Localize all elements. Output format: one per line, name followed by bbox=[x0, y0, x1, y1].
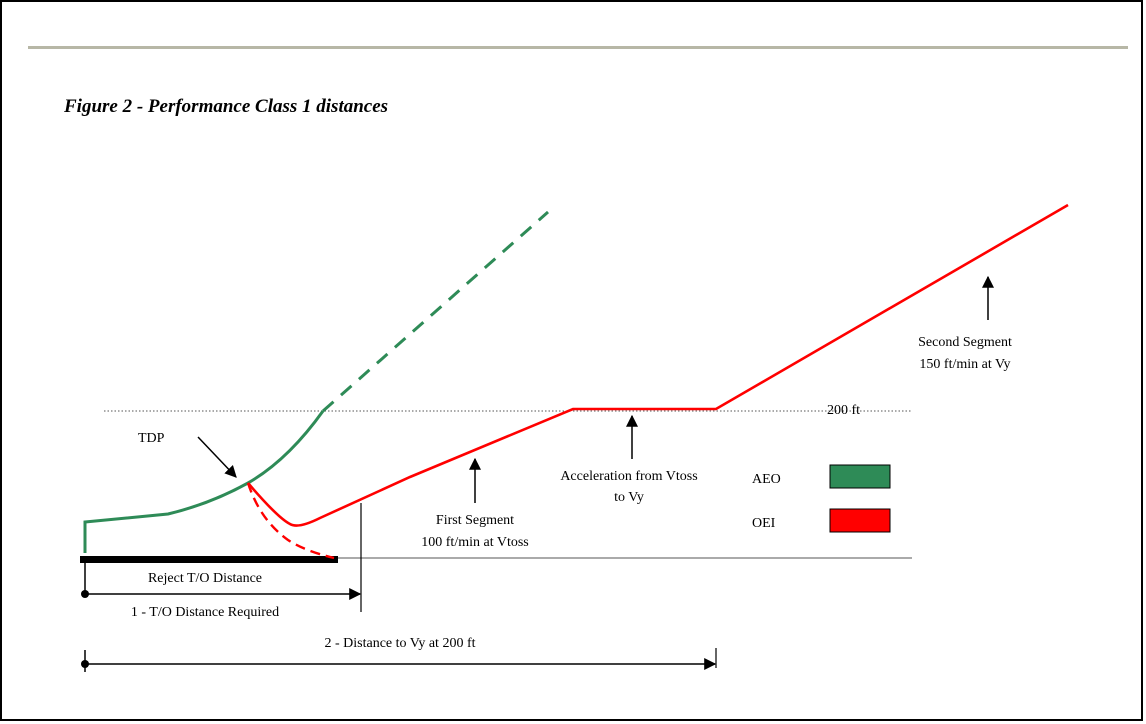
legend-oei-swatch bbox=[829, 508, 891, 533]
header-rule bbox=[28, 46, 1128, 49]
second-segment-label-2: 150 ft/min at Vy bbox=[919, 357, 1010, 372]
todr-label: 1 - T/O Distance Required bbox=[131, 605, 279, 620]
tdp-arrow bbox=[197, 436, 237, 478]
tdp-label: TDP bbox=[138, 431, 165, 446]
oei-rejected-takeoff-path bbox=[246, 482, 335, 560]
oei-continued-takeoff-path bbox=[247, 203, 1069, 527]
figure-title: Figure 2 - Performance Class 1 distances bbox=[64, 96, 389, 117]
acceleration-label-1: Acceleration from Vtoss bbox=[560, 469, 697, 484]
runway-bar bbox=[80, 556, 338, 563]
acceleration-label-2: to Vy bbox=[614, 490, 644, 505]
height-200ft-label: 200 ft bbox=[827, 403, 860, 418]
first-segment-label-2: 100 ft/min at Vtoss bbox=[421, 535, 528, 550]
legend-aeo-label: AEO bbox=[752, 472, 781, 487]
reject-distance-label: Reject T/O Distance bbox=[148, 571, 262, 586]
legend-oei-label: OEI bbox=[752, 516, 776, 531]
aeo-climb-dashed bbox=[322, 210, 549, 413]
vy-distance-label: 2 - Distance to Vy at 200 ft bbox=[325, 636, 476, 651]
legend-aeo-swatch bbox=[829, 464, 891, 489]
first-segment-label-1: First Segment bbox=[436, 513, 514, 528]
second-segment-label-1: Second Segment bbox=[918, 335, 1012, 350]
aeo-takeoff-path bbox=[83, 410, 325, 553]
